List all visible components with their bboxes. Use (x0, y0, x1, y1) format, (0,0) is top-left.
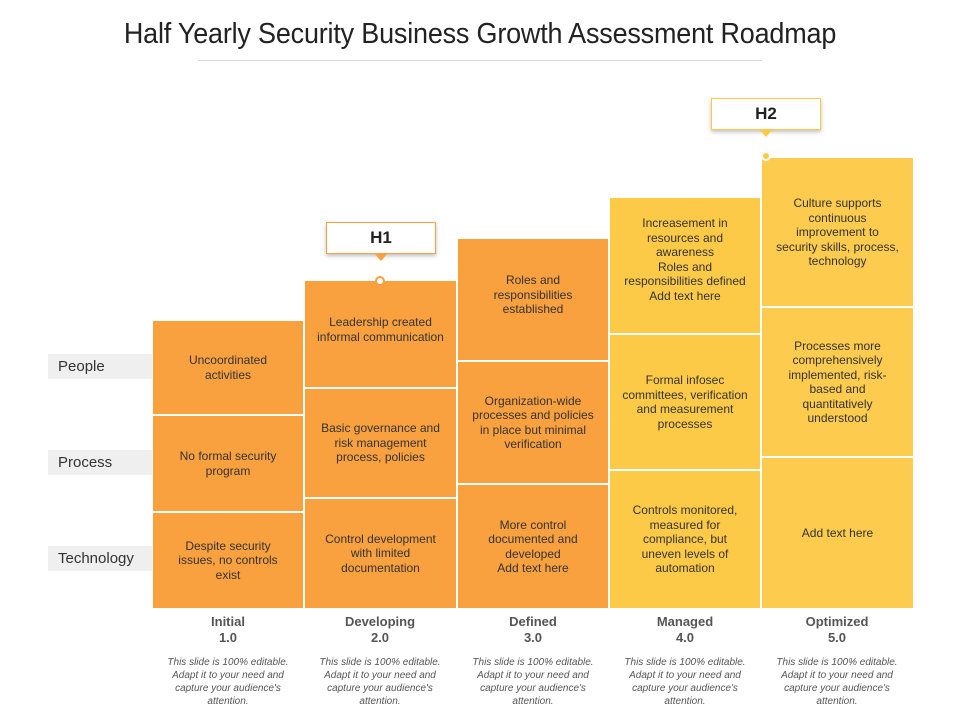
stage-note-optimized: This slide is 100% editable. Adapt it to… (776, 657, 898, 707)
cell-text: Basic governance and risk management pro… (321, 421, 440, 465)
cell-defined-technology: More control documented and developed Ad… (458, 485, 608, 608)
milestone-h1-dot (375, 276, 385, 286)
cell-developing-technology: Control development with limited documen… (305, 499, 456, 608)
cell-text: No formal security program (179, 449, 277, 478)
cell-optimized-people: Culture supports continuous improvement … (762, 158, 913, 306)
cell-managed-people: Increasement in resources and awareness … (610, 198, 760, 333)
cell-text: Organization-wide processes and policies… (472, 393, 594, 452)
cell-text: More control documented and developed Ad… (488, 517, 578, 576)
cell-initial-process: No formal security program (153, 416, 303, 511)
stage-note-managed: This slide is 100% editable. Adapt it to… (624, 657, 746, 707)
cell-text: Processes more comprehensively implement… (788, 338, 887, 426)
stage-version-defined: 3.0 (523, 630, 543, 645)
row-label-process: Process (48, 450, 152, 475)
cell-text: Leadership created informal communicatio… (317, 315, 444, 344)
milestone-h1-callout: H1 (326, 222, 436, 254)
cell-text: Roles and responsibilities established (493, 273, 573, 316)
cell-defined-people: Roles and responsibilities established (458, 239, 608, 360)
cell-text: Despite security issues, no controls exi… (178, 538, 278, 582)
row-label-people: People (48, 354, 152, 379)
cell-text: Uncoordinated activities (188, 353, 268, 382)
milestone-h2-pointer (759, 129, 773, 137)
stage-name-defined: Defined (509, 614, 557, 629)
milestone-h2-callout: H2 (711, 98, 821, 130)
stage-note-defined: This slide is 100% editable. Adapt it to… (472, 657, 594, 707)
stage-name-optimized: Optimized (805, 614, 869, 629)
cell-text: Controls monitored, measured for complia… (632, 503, 738, 576)
stage-name-initial: Initial (211, 614, 245, 629)
milestone-h1-pointer (374, 253, 388, 261)
stage-version-initial: 1.0 (218, 630, 238, 645)
stage-note-developing: This slide is 100% editable. Adapt it to… (319, 657, 441, 707)
cell-text: Add text here (801, 525, 874, 540)
cell-initial-people: Uncoordinated activities (153, 321, 303, 414)
cell-initial-technology: Despite security issues, no controls exi… (153, 513, 303, 608)
cell-developing-people: Leadership created informal communicatio… (305, 281, 456, 387)
stage-version-managed: 4.0 (675, 630, 695, 645)
stage-version-developing: 2.0 (370, 630, 390, 645)
row-label-technology: Technology (48, 546, 152, 571)
milestone-h2-dot (761, 151, 771, 161)
cell-optimized-process: Processes more comprehensively implement… (762, 308, 913, 456)
cell-defined-process: Organization-wide processes and policies… (458, 362, 608, 483)
cell-text: Formal infosec committees, verification … (622, 373, 748, 431)
title-divider (198, 60, 762, 61)
stage-note-initial: This slide is 100% editable. Adapt it to… (167, 657, 289, 707)
stage-name-managed: Managed (656, 614, 714, 629)
cell-managed-process: Formal infosec committees, verification … (610, 335, 760, 469)
stage-name-developing: Developing (344, 614, 416, 629)
cell-developing-process: Basic governance and risk management pro… (305, 389, 456, 497)
cell-text: Increasement in resources and awareness … (624, 216, 746, 303)
cell-text: Control development with limited documen… (325, 531, 436, 575)
cell-text: Culture supports continuous improvement … (776, 196, 899, 268)
cell-optimized-technology: Add text here (762, 458, 913, 608)
page-title: Half Yearly Security Business Growth Ass… (123, 18, 837, 50)
stage-version-optimized: 5.0 (827, 630, 847, 645)
cell-managed-technology: Controls monitored, measured for complia… (610, 471, 760, 608)
